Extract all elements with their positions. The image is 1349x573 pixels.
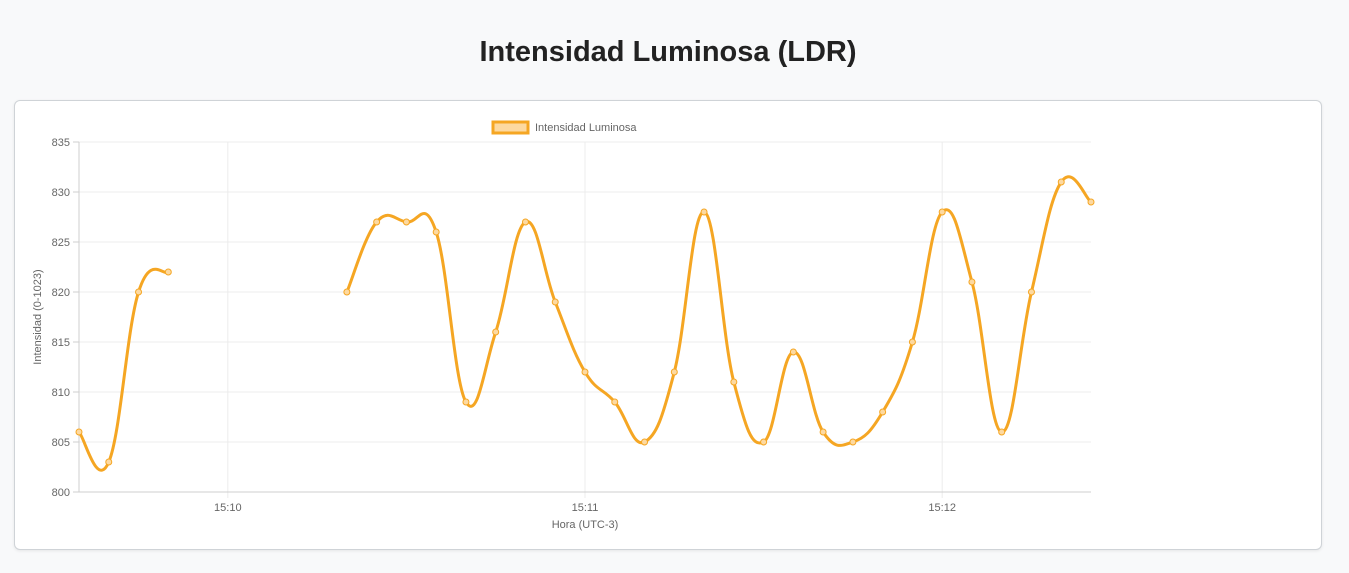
data-point[interactable] (432, 228, 440, 236)
data-point[interactable] (373, 218, 381, 226)
data-point[interactable] (908, 338, 916, 346)
data-point[interactable] (105, 458, 113, 466)
data-point[interactable] (462, 398, 470, 406)
data-point[interactable] (760, 438, 768, 446)
data-point[interactable] (1027, 288, 1035, 296)
data-point[interactable] (551, 298, 559, 306)
grid-lines (73, 141, 1091, 498)
x-tick-label: 15:11 (572, 502, 599, 514)
line-chart: 800 805 810 815 820 825 830 835 15:10 15:11 15:12… (32, 120, 1095, 531)
x-tick-label: 15:10 (214, 502, 242, 514)
data-point[interactable] (521, 218, 529, 226)
data-point[interactable] (789, 348, 797, 356)
y-tick-label: 815 (52, 337, 70, 349)
series-line (77, 267, 170, 472)
data-point[interactable] (819, 428, 827, 436)
data-point[interactable] (849, 438, 857, 446)
data-point[interactable] (641, 438, 649, 446)
data-point[interactable] (164, 268, 172, 276)
x-axis-label: Hora (UTC-3) (552, 519, 619, 531)
data-point[interactable] (670, 368, 678, 376)
y-axis-label: Intensidad (0-1023) (32, 269, 44, 364)
data-point[interactable] (730, 378, 738, 386)
chart-card: 800 805 810 815 820 825 830 835 15:10 15:11 15:12… (14, 100, 1322, 550)
legend-label[interactable]: Intensidad Luminosa (535, 122, 637, 134)
data-point[interactable] (402, 218, 410, 226)
y-tick-label: 810 (52, 387, 70, 399)
y-tick-label: 820 (52, 287, 70, 299)
data-point[interactable] (1057, 178, 1065, 186)
data-point[interactable] (135, 288, 143, 296)
x-tick-labels: 15:10 15:11 15:12 (214, 502, 956, 514)
y-tick-label: 830 (52, 187, 70, 199)
data-point[interactable] (879, 408, 887, 416)
data-point[interactable] (343, 288, 351, 296)
data-point[interactable] (998, 428, 1006, 436)
data-point[interactable] (611, 398, 619, 406)
data-point[interactable] (968, 278, 976, 286)
data-point[interactable] (581, 368, 589, 376)
series-line (345, 175, 1093, 447)
series-group (75, 175, 1095, 472)
y-tick-label: 825 (52, 237, 70, 249)
data-point[interactable] (938, 208, 946, 216)
y-tick-label: 835 (52, 137, 70, 149)
y-tick-labels: 800 805 810 815 820 825 830 835 (52, 137, 70, 499)
data-point[interactable] (75, 428, 83, 436)
x-tick-label: 15:12 (928, 502, 956, 514)
y-tick-label: 800 (52, 487, 70, 499)
data-point[interactable] (492, 328, 500, 336)
data-point[interactable] (1087, 198, 1095, 206)
y-tick-label: 805 (52, 437, 70, 449)
legend[interactable]: Intensidad Luminosa (491, 120, 637, 135)
data-point[interactable] (700, 208, 708, 216)
page-title: Intensidad Luminosa (LDR) (479, 36, 857, 68)
legend-swatch[interactable] (491, 120, 530, 135)
